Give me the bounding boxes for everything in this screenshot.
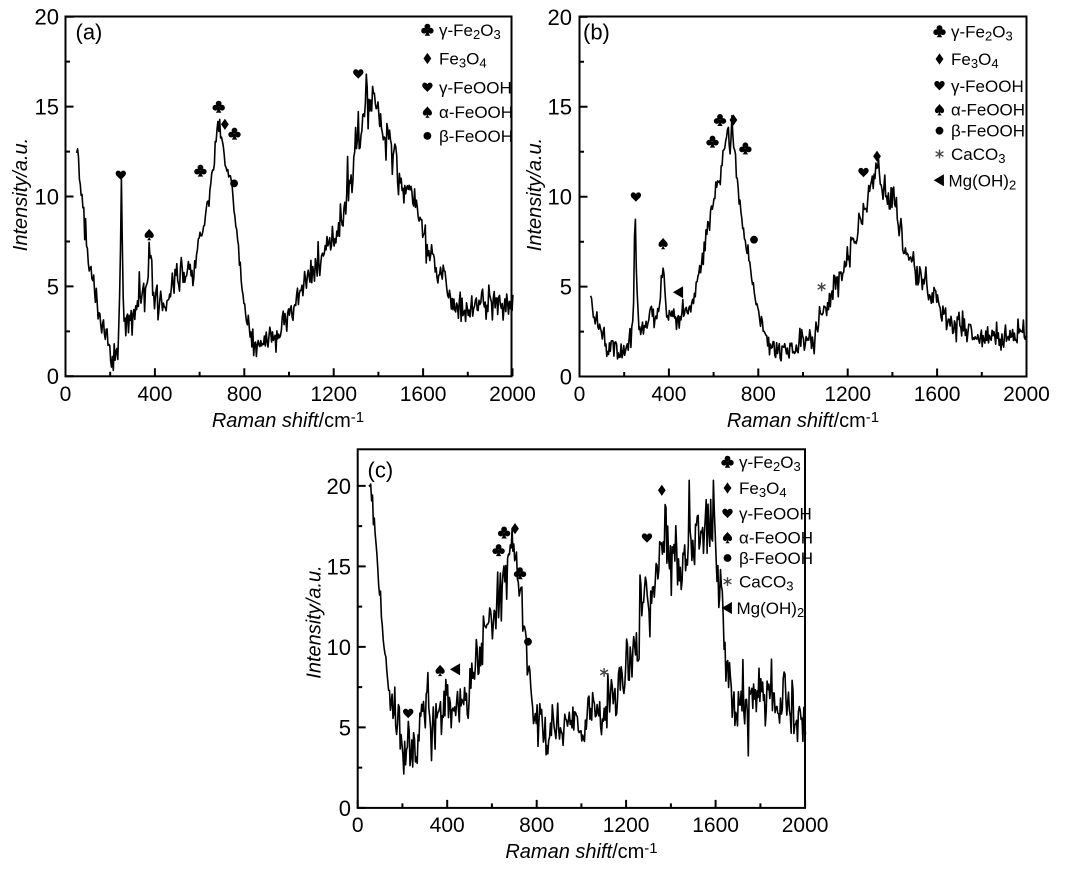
svg-text:β-FeOOH: β-FeOOH — [439, 127, 513, 146]
svg-text:1200: 1200 — [310, 383, 357, 406]
svg-text:400: 400 — [651, 383, 686, 406]
svg-text:Intensity/a.u.: Intensity/a.u. — [10, 138, 32, 251]
svg-text:0: 0 — [60, 383, 72, 406]
svg-text:γ-Fe2O3: γ-Fe2O3 — [951, 23, 1013, 44]
svg-text:5: 5 — [560, 275, 572, 300]
svg-text:2000: 2000 — [782, 814, 829, 837]
svg-text:400: 400 — [137, 383, 172, 406]
svg-text:Raman shift/cm-1: Raman shift/cm-1 — [212, 409, 364, 432]
svg-text:γ-FeOOH: γ-FeOOH — [439, 78, 512, 97]
svg-text:2000: 2000 — [1003, 383, 1050, 406]
svg-text:(c): (c) — [368, 458, 394, 483]
svg-text:β-FeOOH: β-FeOOH — [739, 549, 813, 568]
svg-text:1200: 1200 — [603, 814, 650, 837]
svg-text:5: 5 — [339, 715, 351, 740]
svg-text:CaCO3: CaCO3 — [951, 145, 1005, 166]
svg-text:15: 15 — [548, 95, 572, 120]
svg-text:γ-Fe2O3: γ-Fe2O3 — [439, 21, 501, 42]
svg-text:800: 800 — [741, 383, 776, 406]
svg-text:(a): (a) — [76, 20, 103, 45]
svg-text:15: 15 — [327, 554, 351, 579]
svg-text:10: 10 — [35, 184, 59, 209]
svg-text:1600: 1600 — [400, 383, 447, 406]
svg-text:2000: 2000 — [489, 383, 536, 406]
svg-text:γ-FeOOH: γ-FeOOH — [739, 505, 812, 524]
svg-text:α-FeOOH: α-FeOOH — [739, 529, 813, 548]
svg-text:800: 800 — [519, 814, 554, 837]
svg-text:5: 5 — [47, 274, 59, 299]
svg-text:Raman shift/cm-1: Raman shift/cm-1 — [727, 409, 879, 432]
svg-text:Fe3O4: Fe3O4 — [439, 50, 487, 71]
svg-text:20: 20 — [327, 474, 351, 499]
svg-text:Intensity/a.u.: Intensity/a.u. — [524, 138, 546, 251]
svg-text:0: 0 — [352, 814, 364, 837]
svg-text:800: 800 — [227, 383, 262, 406]
svg-text:0: 0 — [47, 364, 59, 389]
svg-text:400: 400 — [430, 814, 465, 837]
svg-text:20: 20 — [548, 5, 572, 30]
svg-text:0: 0 — [574, 383, 586, 406]
svg-text:α-FeOOH: α-FeOOH — [439, 103, 513, 122]
svg-text:Mg(OH)2: Mg(OH)2 — [737, 599, 805, 620]
svg-text:(b): (b) — [583, 20, 610, 45]
svg-text:0: 0 — [560, 364, 572, 389]
svg-text:15: 15 — [35, 95, 59, 120]
svg-text:Fe3O4: Fe3O4 — [951, 50, 999, 71]
svg-text:10: 10 — [327, 635, 351, 660]
svg-text:20: 20 — [35, 5, 59, 30]
svg-text:β-FeOOH: β-FeOOH — [951, 122, 1025, 141]
svg-text:CaCO3: CaCO3 — [739, 573, 793, 594]
svg-text:α-FeOOH: α-FeOOH — [951, 101, 1025, 120]
svg-text:Mg(OH)2: Mg(OH)2 — [949, 171, 1017, 192]
svg-text:10: 10 — [548, 185, 572, 210]
svg-text:Fe3O4: Fe3O4 — [739, 479, 787, 500]
svg-text:1600: 1600 — [692, 814, 739, 837]
svg-text:Raman shift/cm-1: Raman shift/cm-1 — [505, 840, 657, 863]
svg-text:γ-FeOOH: γ-FeOOH — [951, 77, 1024, 96]
svg-text:1200: 1200 — [824, 383, 871, 406]
svg-text:0: 0 — [339, 796, 351, 821]
svg-text:Intensity/a.u.: Intensity/a.u. — [304, 565, 326, 678]
svg-text:γ-Fe2O3: γ-Fe2O3 — [739, 453, 801, 474]
svg-text:1600: 1600 — [914, 383, 961, 406]
